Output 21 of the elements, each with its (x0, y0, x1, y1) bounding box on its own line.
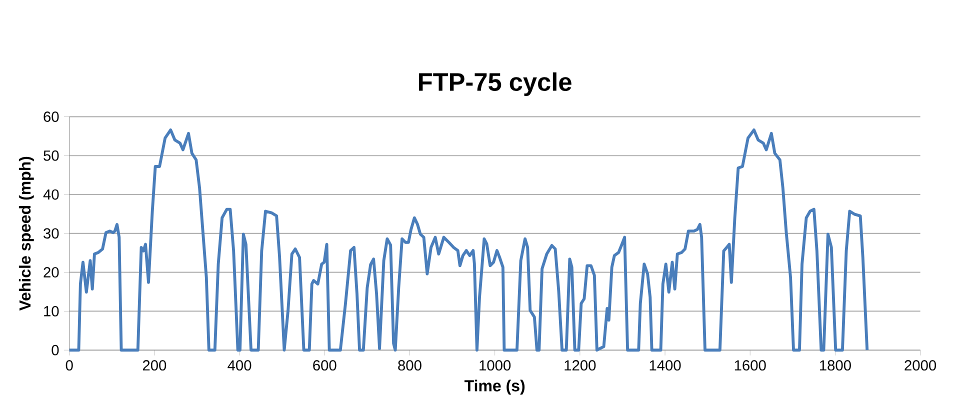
x-tick-label: 600 (313, 360, 336, 370)
x-tick-label: 200 (142, 360, 166, 370)
x-tick-label: 1200 (564, 360, 596, 370)
y-tick-label: 20 (44, 267, 59, 278)
y-axis-title: Vehicle speed (mph) (18, 156, 34, 311)
y-tick-label: 60 (44, 111, 59, 122)
chart-title: FTP-75 cycle (419, 72, 572, 96)
x-tick-label: 1400 (650, 360, 681, 370)
y-tick-label: 40 (43, 189, 59, 200)
y-tick-label: 50 (44, 150, 59, 161)
x-tick-label: 2000 (904, 360, 936, 370)
x-tick-label: 400 (228, 360, 252, 370)
y-tick-label: 0 (52, 344, 59, 356)
x-tick-label: 0 (66, 360, 73, 370)
x-axis-title: Time (s) (464, 380, 525, 395)
x-tick-label: 1800 (820, 360, 851, 370)
x-tick-label: 1000 (480, 360, 511, 370)
y-tick-label: 30 (44, 228, 59, 239)
y-tick-label: 10 (44, 306, 59, 316)
x-tick-label: 800 (398, 360, 422, 370)
x-tick-label: 1600 (734, 360, 766, 370)
